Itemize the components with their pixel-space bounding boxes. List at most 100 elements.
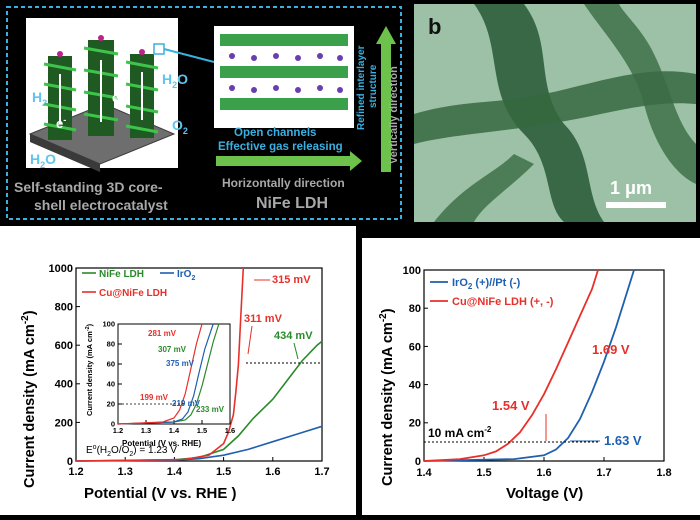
ws-xtick-label: 1.5 <box>476 467 491 479</box>
ws-ticks: 1.4 1.5 1.6 1.7 1.8 0 20 40 60 80 100 <box>403 265 672 479</box>
oer-ytick-label: 600 <box>55 340 73 352</box>
oer-xtick-label: 1.7 <box>314 466 329 478</box>
oer-series-cu-nife-ldh <box>75 267 245 462</box>
legend-iro2: IrO2 <box>177 269 195 282</box>
ws-series-cu-nife-ldh- <box>423 269 599 462</box>
inset-ylabel: Current density (mA cm-2) <box>85 323 94 416</box>
inset-anno-219: 219 mV <box>172 399 201 408</box>
oer-ytick-label: 400 <box>55 379 73 391</box>
panel-b-label: b <box>428 14 441 39</box>
ws-legend-cu: Cu@NiFe LDH (+, -) <box>452 296 554 308</box>
ws-anno-163: 1.63 V <box>604 433 642 448</box>
ws-annotations: 1.69 V 1.54 V 1.63 V 10 mA cm-2 <box>424 342 642 448</box>
ws-xtick-label: 1.6 <box>536 467 551 479</box>
ws-series-iro2-pt- <box>423 269 635 462</box>
inset-ticks: 1.2 1.3 1.4 1.5 1.6 0 20 40 60 80 100 <box>102 320 235 435</box>
inset-ytick-label: 80 <box>107 340 115 349</box>
ws-xlabel: Voltage (V) <box>506 485 583 502</box>
inset-ytick-label: 40 <box>107 380 115 389</box>
schematic-svg: H2 H2O H2O O2 e- e- Self-standing 3D cor… <box>6 6 402 220</box>
anno-311-arrow <box>247 325 253 355</box>
oer-inset: 1.2 1.3 1.4 1.5 1.6 0 20 40 60 80 100 Potential (V… <box>85 320 235 448</box>
inset-series-cu-nife-ldh <box>117 323 203 425</box>
oer-series <box>75 267 323 462</box>
inset-anno-233: 233 mV <box>196 405 225 414</box>
oer-annotations: 315 mV 311 mV 434 mV <box>244 274 322 364</box>
inset-anno-307: 307 mV <box>158 345 187 354</box>
water-splitting-chart: 1.4 1.5 1.6 1.7 1.8 0 20 40 60 80 100 IrO2 (+)//Pt… <box>378 265 672 502</box>
horizontal-dir-label: Horizontally direction <box>222 176 345 190</box>
inset-anno-375: 375 mV <box>166 359 195 368</box>
inset-frame <box>117 323 231 425</box>
oer-ytick-label: 0 <box>67 456 73 468</box>
material-label: NiFe LDH <box>256 195 328 212</box>
micrograph-svg: b 1 μm <box>414 4 696 222</box>
ws-ytick-label: 100 <box>403 265 421 277</box>
legend-nife: NiFe LDH <box>99 269 144 280</box>
oer-ytick-label: 800 <box>55 301 73 313</box>
anno-434-arrow <box>293 342 299 360</box>
inset-ytick-label: 100 <box>102 320 115 329</box>
ws-ytick-label: 60 <box>409 341 421 353</box>
electron-label: e- <box>56 115 66 131</box>
fiber-bottom <box>434 154 534 222</box>
inset-series-nife-ldh <box>117 323 220 425</box>
anno-434: 434 mV <box>274 330 313 342</box>
ws-xtick-label: 1.7 <box>596 467 611 479</box>
o2-label: O2 <box>172 117 188 136</box>
oer-ytick-label: 1000 <box>49 263 73 275</box>
anno-311: 311 mV <box>244 313 283 325</box>
inset-ytick-label: 0 <box>111 420 115 429</box>
schematic-panel: H2 H2O H2O O2 e- e- Self-standing 3D cor… <box>4 4 404 222</box>
fiber-cross <box>414 71 696 144</box>
ws-legend: IrO2 (+)//Pt (-) Cu@NiFe LDH (+, -) <box>430 277 554 308</box>
ws-series <box>423 269 635 462</box>
oer-xlabel: Potential (V vs. RHE ) <box>84 485 237 502</box>
oer-legend: NiFe LDH IrO2 Cu@NiFe LDH <box>82 269 195 299</box>
oer-xtick-label: 1.6 <box>265 466 280 478</box>
nanowire-pillars <box>43 35 159 140</box>
equation-label: Eo(H2O/O2) = 1.23 V <box>86 444 177 458</box>
oer-xtick-label: 1.3 <box>118 466 133 478</box>
gas-releasing-label: Effective gas releasing <box>218 141 343 153</box>
ws-anno-169: 1.69 V <box>592 342 630 357</box>
inset-series-iro2 <box>117 323 214 425</box>
oer-xtick-label: 1.5 <box>216 466 231 478</box>
interlayer-line1: Refined interlayer <box>356 45 367 130</box>
ws-anno-154: 1.54 V <box>492 398 530 413</box>
inset-series <box>117 323 220 425</box>
oer-plot-frame <box>75 267 323 462</box>
inset-anno-281: 281 mV <box>148 329 177 338</box>
ws-legend-iro2: IrO2 (+)//Pt (-) <box>452 277 521 291</box>
oer-chart-panel: 1.2 1.3 1.4 1.5 1.6 1.7 0 200 400 600 800 1000 NiFe… <box>0 226 356 515</box>
anno-315: 315 mV <box>272 274 311 286</box>
horizontal-arrow <box>216 151 362 171</box>
inset-xtick-label: 1.3 <box>141 426 151 435</box>
inset-ytick-label: 20 <box>107 400 115 409</box>
open-channels-label: Open channels <box>234 127 316 139</box>
ws-ytick-label: 20 <box>409 418 421 430</box>
h2-label: H2 <box>32 89 47 108</box>
schematic-border <box>6 6 402 220</box>
inset-xtick-label: 1.2 <box>113 426 123 435</box>
micrograph-panel: b 1 μm <box>414 4 696 222</box>
inset-ytick-label: 60 <box>107 360 115 369</box>
scale-bar <box>606 202 666 208</box>
inset-xlabel: Potential (V vs. RHE) <box>122 439 201 448</box>
electron-label-2: e- <box>112 89 122 105</box>
water-splitting-panel: 1.4 1.5 1.6 1.7 1.8 0 20 40 60 80 100 IrO2 (+)//Pt… <box>362 238 700 515</box>
oer-xtick-label: 1.4 <box>167 466 183 478</box>
ws-xtick-label: 1.8 <box>656 467 671 479</box>
ws-ytick-label: 80 <box>409 303 421 315</box>
ws-ytick-label: 40 <box>409 379 421 391</box>
zoom-arrow <box>163 48 215 63</box>
inset-xtick-label: 1.5 <box>197 426 207 435</box>
vertical-arrow <box>376 26 396 172</box>
oer-ylabel: Current density (mA cm-2) <box>20 310 38 488</box>
caption-line1: Self-standing 3D core- <box>14 179 163 195</box>
layer-sheets <box>220 34 348 110</box>
oer-ytick-label: 200 <box>55 417 73 429</box>
oer-xtick-label: 1.2 <box>68 466 83 478</box>
fiber-right <box>584 4 696 184</box>
